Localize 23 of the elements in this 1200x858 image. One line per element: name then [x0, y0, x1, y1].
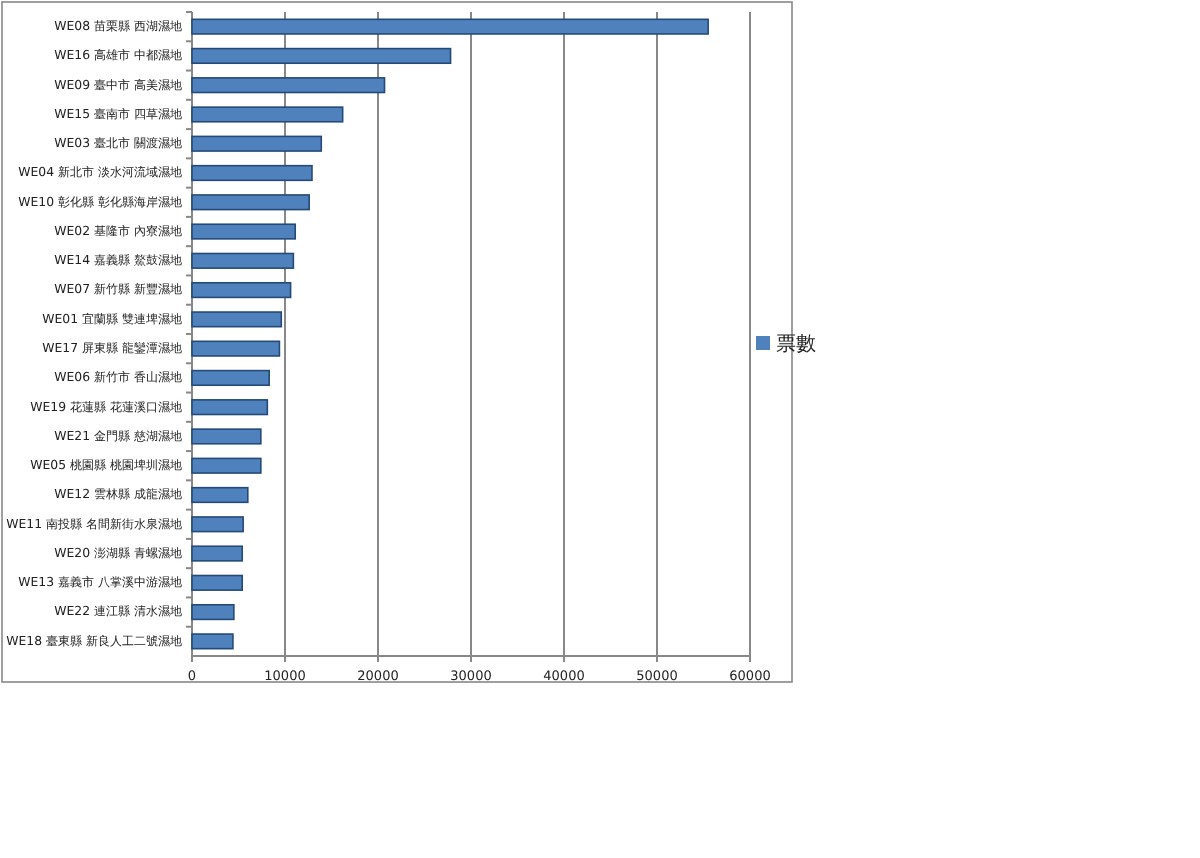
bar — [191, 428, 262, 445]
bar — [191, 603, 235, 621]
bar — [191, 252, 295, 269]
bar — [191, 194, 310, 211]
bar — [191, 486, 249, 504]
bar — [191, 311, 283, 328]
bar — [191, 369, 270, 387]
bar — [191, 164, 313, 182]
bar — [191, 457, 262, 474]
bar — [191, 574, 244, 591]
bar — [191, 106, 344, 123]
bar — [191, 633, 234, 650]
bar — [191, 545, 244, 562]
bar — [191, 47, 452, 65]
bar — [191, 281, 292, 299]
bar — [191, 399, 269, 416]
bar — [191, 135, 323, 152]
bar — [191, 340, 281, 357]
bar — [191, 18, 709, 35]
bar — [191, 77, 386, 94]
legend-label: 票數 — [776, 332, 816, 356]
bar — [191, 223, 297, 240]
bar — [191, 516, 244, 533]
